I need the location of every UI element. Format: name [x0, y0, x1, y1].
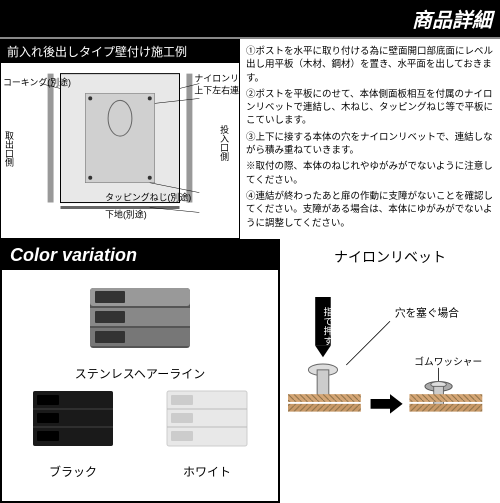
- push-text: 指で押す: [321, 305, 333, 345]
- product-row: ブラック ホワイト: [10, 386, 270, 480]
- white-label: ホワイト: [144, 463, 270, 480]
- rivet-diagram: 指で押す 穴を塞ぐ場合 ゴムワッシャー: [288, 275, 492, 455]
- page-header: 商品詳細: [0, 0, 500, 39]
- color-section: Color variation ステンレスヘアーライン: [0, 239, 500, 503]
- label-outlet: 取出口側: [4, 131, 14, 167]
- washer-text: ゴムワッシャー: [414, 355, 482, 368]
- diagram-title: 前入れ後出しタイプ壁付け施工例: [1, 40, 239, 63]
- instructions: ①ポストを水平に取り付ける為に壁面開口部底面にレベル出し用平板（木材、鋼材）を置…: [240, 39, 500, 239]
- label-base: 下地(別途): [105, 208, 147, 219]
- top-section: 前入れ後出しタイプ壁付け施工例 コーキング(別途) ナイロンリベット 上下左右連…: [0, 39, 500, 239]
- product-white: ホワイト: [144, 386, 270, 480]
- header-title: 商品詳細: [412, 10, 492, 32]
- stainless-image: [75, 278, 205, 358]
- label-screw: タッピングねじ(別途): [105, 192, 191, 203]
- black-label: ブラック: [10, 463, 136, 480]
- product-black: ブラック: [10, 386, 136, 480]
- product-stainless: ステンレスヘアーライン: [10, 278, 270, 382]
- rivet-title: ナイロンリベット: [288, 247, 492, 267]
- color-variation-panel: Color variation ステンレスヘアーライン: [0, 239, 280, 503]
- stainless-label: ステンレスヘアーライン: [10, 365, 270, 382]
- rivet-section: ナイロンリベット 指で押す 穴を塞ぐ場合 ゴムワッシャー: [280, 239, 500, 503]
- label-nylon: ナイロンリベット: [194, 74, 239, 84]
- label-inlet: 投入口側: [219, 124, 229, 161]
- products-grid: ステンレスヘアーライン ブラック: [2, 270, 278, 488]
- instruction-note1: ※取付の際、本体のねじれやゆがみがでないように注意してください。: [246, 160, 494, 187]
- instruction-1: ①ポストを水平に取り付ける為に壁面開口部底面にレベル出し用平板（木材、鋼材）を置…: [246, 45, 494, 85]
- hole-text: 穴を塞ぐ場合: [395, 306, 459, 319]
- diagram-svg: コーキング(別途) ナイロンリベット 上下左右連結用 取出口側 投入口側 タッピ…: [1, 63, 239, 233]
- instruction-3: ③上下に接する本体の穴をナイロンリベットで、連結しながら積み重ねていきます。: [246, 131, 494, 158]
- installation-diagram: 前入れ後出しタイプ壁付け施工例 コーキング(別途) ナイロンリベット 上下左右連…: [0, 39, 240, 239]
- white-image: [157, 386, 257, 456]
- black-image: [23, 386, 123, 456]
- instruction-note2: ④連結が終わったあと扉の作動に支障がないことを確認してください。支障がある場合は…: [246, 190, 494, 230]
- color-header: Color variation: [2, 241, 278, 270]
- label-conn: 上下左右連結用: [194, 84, 239, 95]
- instruction-2: ②ポストを平板にのせて、本体側面板相互を付属のナイロンリベットで連結し、木ねじ、…: [246, 88, 494, 128]
- label-caulking: コーキング(別途): [3, 77, 71, 88]
